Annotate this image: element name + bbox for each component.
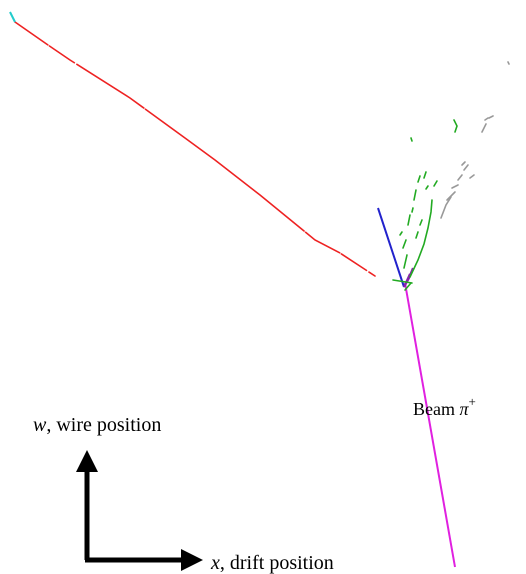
beam-particle-charge: +: [468, 394, 476, 409]
direction-axes: [76, 450, 203, 571]
vertex-cluster: [403, 267, 415, 288]
w-axis-symbol: w: [33, 414, 47, 436]
w-axis-label: w, wire position: [33, 415, 161, 435]
x-axis-arrowhead: [181, 549, 203, 571]
beam-particle-symbol: π: [459, 399, 469, 419]
beam-pion-track: [404, 282, 456, 568]
track-start-segment: [9, 11, 16, 23]
x-axis-text: , drift position: [219, 552, 334, 574]
w-axis-text: , wire position: [46, 414, 162, 436]
unclustered-hits: [440, 61, 510, 219]
shower-hits: [392, 119, 458, 291]
x-axis-label: x, drift position: [211, 553, 334, 573]
long-red-track: [14, 21, 376, 277]
beam-label-text: Beam: [413, 399, 455, 419]
w-axis-arrowhead: [76, 450, 98, 472]
x-axis-symbol: x: [211, 552, 220, 574]
beam-pion-label: Beam π+: [413, 395, 476, 419]
blue-track: [377, 207, 405, 288]
